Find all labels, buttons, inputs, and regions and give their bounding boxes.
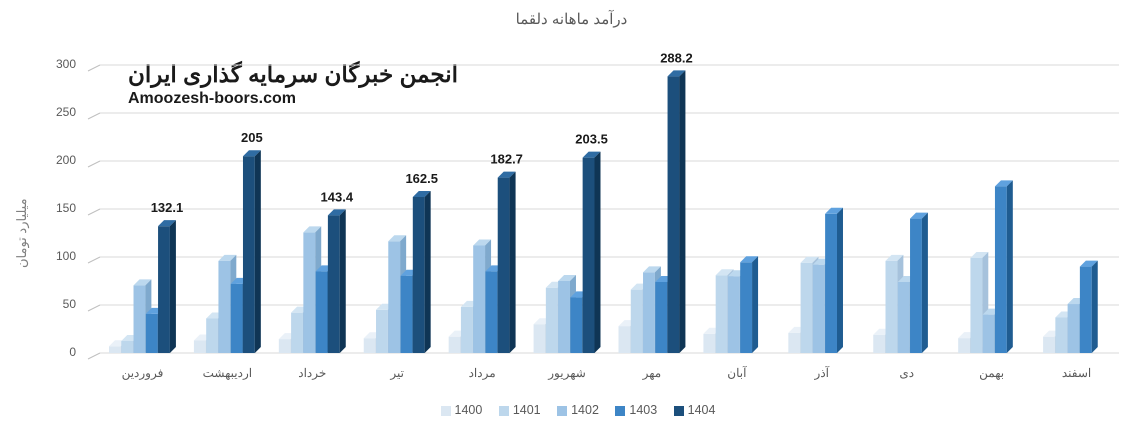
svg-text:205: 205 <box>241 130 263 145</box>
svg-text:132.1: 132.1 <box>151 200 184 215</box>
svg-text:182.7: 182.7 <box>490 152 523 167</box>
svg-text:162.5: 162.5 <box>405 171 438 186</box>
svg-text:143.4: 143.4 <box>321 189 354 204</box>
svg-text:203.5: 203.5 <box>575 132 608 147</box>
svg-text:288.2: 288.2 <box>660 50 693 65</box>
